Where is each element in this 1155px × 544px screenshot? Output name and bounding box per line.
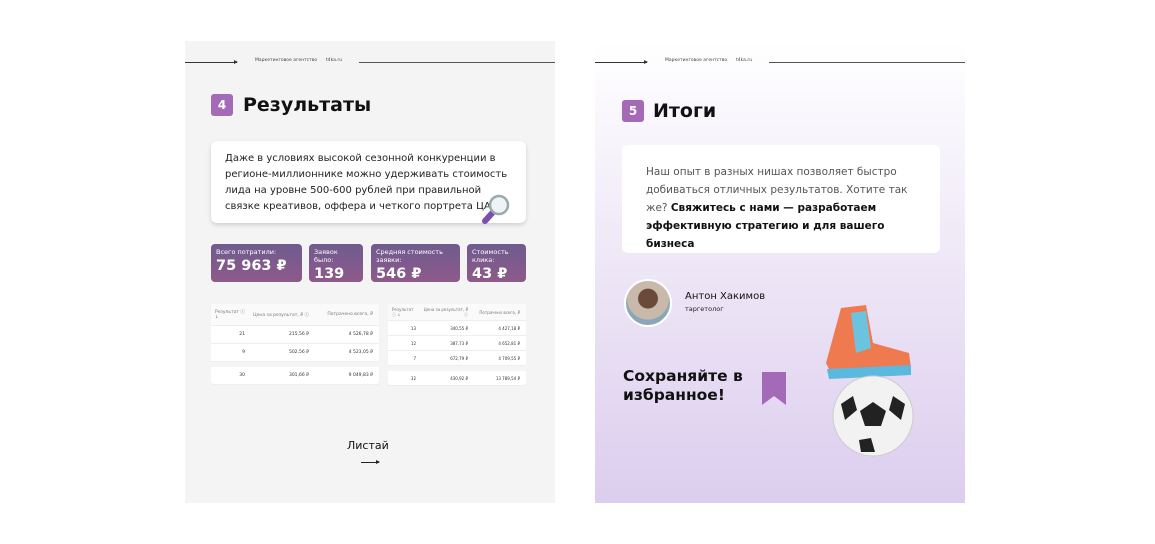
cell: 672,79 ₽: [450, 355, 468, 361]
site-link[interactable]: t4ka.ru: [326, 58, 343, 63]
stat-card: Всего потратили: 75 963 ₽: [211, 244, 302, 282]
cell: 502,56 ₽: [288, 350, 309, 355]
cell: 7: [413, 355, 416, 361]
results-table-2: Результат ⓘ ↓ Цена за результат, ₽ ⓘ Потра…: [388, 304, 526, 386]
bookmark-icon: [762, 372, 786, 405]
stat-label: Стоимость клика:: [472, 248, 509, 264]
next-slide-link[interactable]: Листай: [347, 439, 389, 452]
magnifier-icon: [482, 194, 510, 224]
cell: 4 523,05 ₽: [348, 350, 373, 355]
table-row: 13 340,55 ₽ 4 427,18 ₽: [388, 321, 526, 336]
stat-value: 75 963 ₽: [216, 258, 287, 274]
column-header: Цена за результат, ₽ ⓘ: [423, 306, 468, 317]
column-header: Результат ⓘ ↓: [215, 310, 245, 320]
cell: 430,92 ₽: [450, 375, 468, 381]
stat-card: Средняя стоимость заявки: 546 ₽: [371, 244, 460, 282]
table-total-row: 30 301,66 ₽ 9 049,83 ₽: [211, 367, 379, 385]
cell: 4 709,55 ₽: [498, 355, 520, 361]
slide-summary: Маркетинговое агентство t4ka.ru 5 Итоги …: [595, 41, 965, 503]
table-row: 7 672,79 ₽ 4 709,55 ₽: [388, 351, 526, 366]
column-header: Цена за результат, ₽ ⓘ: [253, 312, 309, 318]
cell: 301,66 ₽: [288, 373, 309, 378]
page-title: Итоги: [653, 100, 717, 122]
cell: 9 049,83 ₽: [348, 373, 373, 378]
table-row: 12 387,73 ₽ 4 652,81 ₽: [388, 336, 526, 351]
save-prompt: Сохраняйте в избранное!: [623, 367, 743, 404]
stat-value: 546 ₽: [376, 266, 422, 282]
divider: [769, 62, 965, 63]
cell: 340,55 ₽: [450, 325, 468, 331]
stat-value: 43 ₽: [472, 266, 508, 282]
column-header: Потрачено всего, ₽: [479, 309, 520, 315]
agency-label: Маркетинговое агентство: [665, 58, 728, 63]
stat-value: 139: [314, 266, 345, 282]
avatar: [624, 279, 672, 327]
stat-label: Средняя стоимость заявки:: [376, 248, 443, 264]
arrow-icon: [185, 60, 238, 64]
section-number: 4: [211, 94, 233, 116]
stat-label: Заявок было:: [314, 248, 338, 264]
summary-regular: Наш опыт в разных нишах позволяет быстро…: [646, 166, 908, 214]
person-name: Антон Хакимов: [685, 291, 766, 302]
football-boot-icon: [826, 305, 911, 379]
cell: 4 427,18 ₽: [498, 325, 520, 331]
cell: 4 526,78 ₽: [348, 332, 373, 337]
cell: 4 652,81 ₽: [498, 340, 520, 346]
cell: 13: [410, 325, 416, 331]
column-header: Потрачено всего, ₽: [327, 312, 373, 317]
results-text: Даже в условиях высокой сезонной конкуре…: [211, 141, 526, 223]
site-link[interactable]: t4ka.ru: [736, 58, 753, 63]
arrow-right-icon[interactable]: [361, 460, 380, 464]
slide-results: Маркетинговое агентство t4ka.ru 4 Резуль…: [185, 41, 555, 503]
slide-header: Маркетинговое агентство t4ka.ru: [185, 58, 555, 68]
table-row: 9 502,56 ₽ 4 523,05 ₽: [211, 344, 379, 362]
cell: 30: [239, 373, 245, 378]
cell: 32: [410, 375, 416, 381]
summary-text: Наш опыт в разных нишах позволяет быстро…: [622, 145, 940, 253]
person-role: таргетолог: [685, 305, 724, 313]
stat-card: Стоимость клика: 43 ₽: [467, 244, 526, 282]
stat-label: Всего потратили:: [216, 248, 277, 256]
divider: [359, 62, 555, 63]
cell: 9: [242, 350, 245, 355]
stat-card: Заявок было: 139: [309, 244, 363, 282]
football-icon: [832, 375, 914, 457]
cell: 21: [239, 332, 245, 337]
cell: 387,73 ₽: [450, 340, 468, 346]
cell: 13 789,54 ₽: [495, 375, 520, 381]
column-header: Результат ⓘ ↓: [392, 306, 414, 317]
cell: 12: [410, 340, 416, 346]
section-number: 5: [622, 100, 644, 122]
page-title: Результаты: [243, 94, 372, 116]
cell: 215,56 ₽: [288, 332, 309, 337]
results-table-1: Результат ⓘ ↓ Цена за результат, ₽ ⓘ Потра…: [211, 304, 379, 385]
table-row: 21 215,56 ₽ 4 526,78 ₽: [211, 326, 379, 344]
summary-cta: Свяжитесь с нами — разработаем эффективн…: [646, 202, 885, 250]
arrow-icon: [595, 60, 648, 64]
table-total-row: 32 430,92 ₽ 13 789,54 ₽: [388, 371, 526, 386]
slide-header: Маркетинговое агентство t4ka.ru: [595, 58, 965, 68]
agency-label: Маркетинговое агентство: [255, 58, 318, 63]
